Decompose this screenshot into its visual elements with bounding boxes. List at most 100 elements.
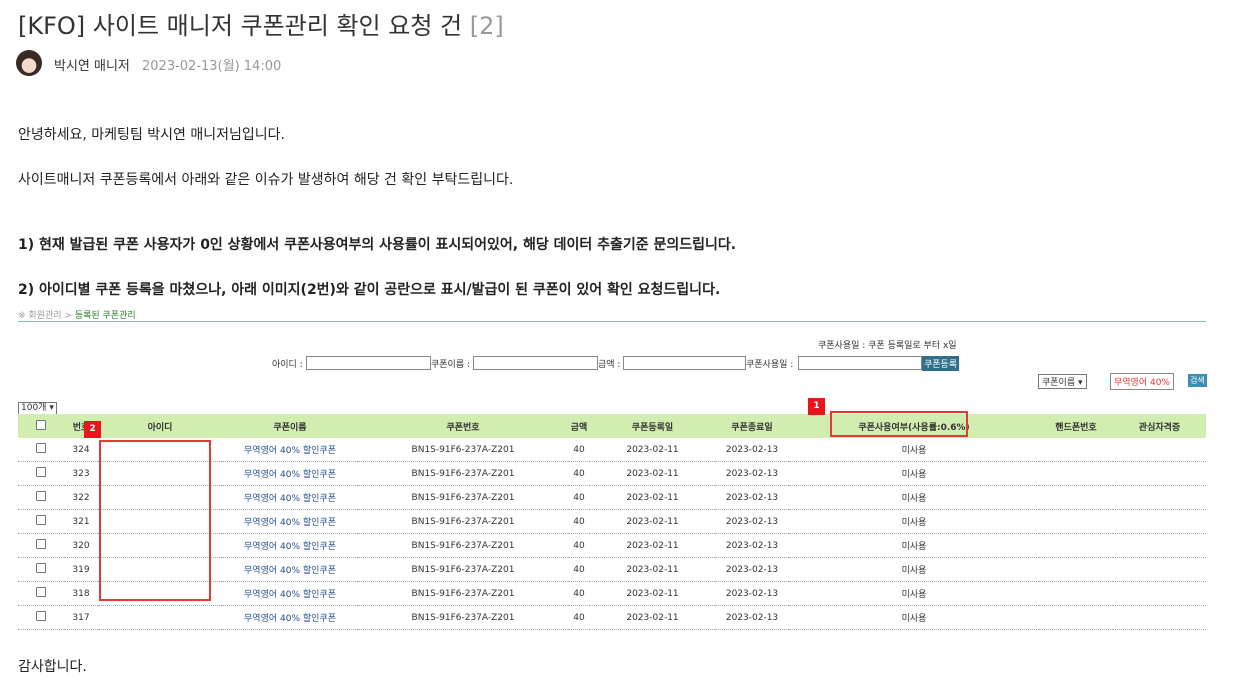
name-label: 쿠폰이름 : — [431, 360, 471, 370]
cell-interest — [1113, 509, 1206, 534]
cell-used: 미사용 — [789, 485, 1039, 510]
cell-amount: 40 — [568, 533, 590, 558]
cell-id — [98, 509, 222, 534]
cell-used: 미사용 — [789, 581, 1039, 606]
cell-phone — [1039, 533, 1113, 558]
table-row: 318 무역영어 40% 할인쿠폰 BN1S-91F6-237A-Z201 40 202… — [18, 581, 1206, 606]
author-name[interactable]: 박시연 매니저 — [54, 59, 130, 74]
cell-name[interactable]: 무역영어 40% 할인쿠폰 — [222, 605, 358, 630]
chevron-down-icon: ▾ — [1078, 378, 1083, 388]
cell-end: 2023-02-13 — [715, 581, 789, 606]
title-text: [KFO] 사이트 매니저 쿠폰관리 확인 요청 건 — [18, 12, 463, 40]
col-amount: 금액 — [568, 414, 590, 438]
id-label: 아이디 : — [272, 360, 303, 370]
select-all[interactable] — [18, 414, 64, 438]
issue-2: 2) 아이디별 쿠폰 등록을 마쳤으나, 아래 이미지(2번)와 같이 공란으로… — [18, 282, 721, 298]
cell-name[interactable]: 무역영어 40% 할인쿠폰 — [222, 461, 358, 486]
cell-end: 2023-02-13 — [715, 557, 789, 582]
cell-no: 321 — [64, 509, 98, 534]
cell-start: 2023-02-11 — [590, 581, 715, 606]
cell-name[interactable]: 무역영어 40% 할인쿠폰 — [222, 557, 358, 582]
divider — [18, 321, 1206, 322]
row-checkbox[interactable] — [18, 461, 64, 486]
search-field-select[interactable]: 쿠폰이름 ▾ — [1038, 374, 1087, 389]
cell-id — [98, 533, 222, 558]
cell-no: 322 — [64, 485, 98, 510]
cell-id — [98, 485, 222, 510]
cell-end: 2023-02-13 — [715, 605, 789, 630]
cell-code: BN1S-91F6-237A-Z201 — [358, 438, 568, 462]
row-checkbox[interactable] — [18, 533, 64, 558]
search-button[interactable]: 검색 — [1188, 374, 1207, 387]
cell-interest — [1113, 485, 1206, 510]
cell-code: BN1S-91F6-237A-Z201 — [358, 581, 568, 606]
coupon-note: 쿠폰사용일 : 쿠폰 등록일로 부터 x일 — [818, 341, 957, 351]
cell-interest — [1113, 581, 1206, 606]
cell-end: 2023-02-13 — [715, 461, 789, 486]
amount-input[interactable] — [623, 356, 746, 370]
cell-phone — [1039, 581, 1113, 606]
col-phone: 핸드폰번호 — [1039, 414, 1113, 438]
useday-label: 쿠폰사용일 : — [746, 360, 794, 370]
col-start: 쿠폰등록일 — [590, 414, 715, 438]
coupon-name-input[interactable] — [473, 356, 598, 370]
cell-no: 323 — [64, 461, 98, 486]
highlight-box-2 — [99, 440, 211, 601]
cell-id — [98, 461, 222, 486]
table-row: 323 무역영어 40% 할인쿠폰 BN1S-91F6-237A-Z201 40 202… — [18, 461, 1206, 486]
cell-used: 미사용 — [789, 461, 1039, 486]
col-id: 아이디 — [98, 414, 222, 438]
comment-count[interactable]: [2] — [469, 12, 504, 40]
cell-used: 미사용 — [789, 509, 1039, 534]
cell-used: 미사용 — [789, 438, 1039, 462]
cell-start: 2023-02-11 — [590, 509, 715, 534]
cell-interest — [1113, 438, 1206, 462]
cell-name[interactable]: 무역영어 40% 할인쿠폰 — [222, 533, 358, 558]
cell-name[interactable]: 무역영어 40% 할인쿠폰 — [222, 509, 358, 534]
row-checkbox[interactable] — [18, 438, 64, 462]
greeting: 안녕하세요, 마케팅팀 박시연 매니저님입니다. — [18, 127, 285, 143]
cell-amount: 40 — [568, 438, 590, 462]
table-row: 321 무역영어 40% 할인쿠폰 BN1S-91F6-237A-Z201 40 202… — [18, 509, 1206, 534]
cell-phone — [1039, 485, 1113, 510]
cell-end: 2023-02-13 — [715, 509, 789, 534]
avatar[interactable] — [16, 50, 42, 76]
row-checkbox[interactable] — [18, 605, 64, 630]
row-checkbox[interactable] — [18, 557, 64, 582]
cell-code: BN1S-91F6-237A-Z201 — [358, 557, 568, 582]
cell-interest — [1113, 557, 1206, 582]
cell-phone — [1039, 605, 1113, 630]
cell-id — [98, 557, 222, 582]
cell-no: 320 — [64, 533, 98, 558]
table-row: 322 무역영어 40% 할인쿠폰 BN1S-91F6-237A-Z201 40 202… — [18, 485, 1206, 510]
row-checkbox[interactable] — [18, 485, 64, 510]
cell-id — [98, 581, 222, 606]
cell-start: 2023-02-11 — [590, 461, 715, 486]
post-date: 2023-02-13(월) 14:00 — [142, 59, 282, 74]
id-input[interactable] — [306, 356, 431, 370]
row-checkbox[interactable] — [18, 509, 64, 534]
cell-code: BN1S-91F6-237A-Z201 — [358, 461, 568, 486]
register-coupon-button[interactable]: 쿠폰등록 — [922, 356, 960, 371]
cell-start: 2023-02-11 — [590, 557, 715, 582]
cell-interest — [1113, 461, 1206, 486]
cell-start: 2023-02-11 — [590, 485, 715, 510]
cell-interest — [1113, 533, 1206, 558]
cell-name[interactable]: 무역영어 40% 할인쿠폰 — [222, 581, 358, 606]
useday-input[interactable] — [798, 356, 922, 370]
cell-start: 2023-02-11 — [590, 605, 715, 630]
cell-end: 2023-02-13 — [715, 533, 789, 558]
cell-name[interactable]: 무역영어 40% 할인쿠폰 — [222, 438, 358, 462]
cell-interest — [1113, 605, 1206, 630]
chevron-down-icon: ▾ — [49, 403, 54, 413]
cell-start: 2023-02-11 — [590, 533, 715, 558]
table-row: 317 무역영어 40% 할인쿠폰 BN1S-91F6-237A-Z201 40 202… — [18, 605, 1206, 630]
cell-start: 2023-02-11 — [590, 438, 715, 462]
cell-amount: 40 — [568, 605, 590, 630]
row-checkbox[interactable] — [18, 581, 64, 606]
annotation-badge-1: 1 — [808, 398, 825, 415]
cell-name[interactable]: 무역영어 40% 할인쿠폰 — [222, 485, 358, 510]
search-input[interactable]: 무역영어 40% — [1110, 373, 1174, 390]
closing: 감사합니다. — [18, 659, 87, 675]
cell-phone — [1039, 461, 1113, 486]
